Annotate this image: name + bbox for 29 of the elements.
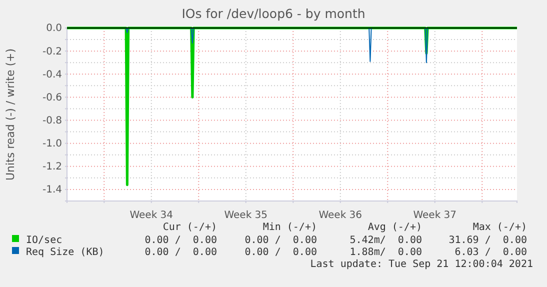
text: 0.00 / 0.00 xyxy=(144,247,217,258)
y-tick-label: -0.4 xyxy=(42,69,62,80)
text: 1.88m/ 0.00 xyxy=(350,247,422,258)
y-tick-label: -1.4 xyxy=(42,184,62,196)
y-tick-label: -1.2 xyxy=(42,162,62,173)
text: 0.00 / 0.00 xyxy=(144,235,217,246)
legend-label: IO/sec xyxy=(26,235,62,246)
x-tick-label: Week 35 xyxy=(224,210,268,221)
chart-title: IOs for /dev/loop6 - by month xyxy=(182,6,366,21)
y-tick-label: -1.0 xyxy=(42,138,62,150)
text: Avg (-/+) xyxy=(368,222,422,233)
legend-label: Req Size (KB) xyxy=(26,247,104,258)
x-tick-label: Week 37 xyxy=(413,210,457,221)
y-tick-label: 0.0 xyxy=(46,23,62,34)
y-axis-title: Units read (-) / write (+) xyxy=(4,48,17,181)
x-tick-label: Week 36 xyxy=(318,210,362,221)
x-tick-label: Week 34 xyxy=(130,210,174,221)
text: 0.00 / 0.00 xyxy=(244,235,317,246)
text: Min (-/+) xyxy=(262,222,317,233)
text: Max (-/+) xyxy=(472,222,527,233)
text: Last update: Tue Sep 21 12:00:04 2021 xyxy=(310,259,533,270)
y-tick-label: -0.8 xyxy=(42,115,62,126)
text: Cur (-/+) xyxy=(162,222,217,233)
text: 0.00 / 0.00 xyxy=(244,247,317,258)
y-tick-label: -0.2 xyxy=(42,46,62,58)
y-tick-label: -0.6 xyxy=(42,92,62,104)
text: 6.03 / 0.00 xyxy=(454,247,527,258)
text: 31.69 / 0.00 xyxy=(448,235,527,246)
text: 5.42m/ 0.00 xyxy=(350,235,422,246)
